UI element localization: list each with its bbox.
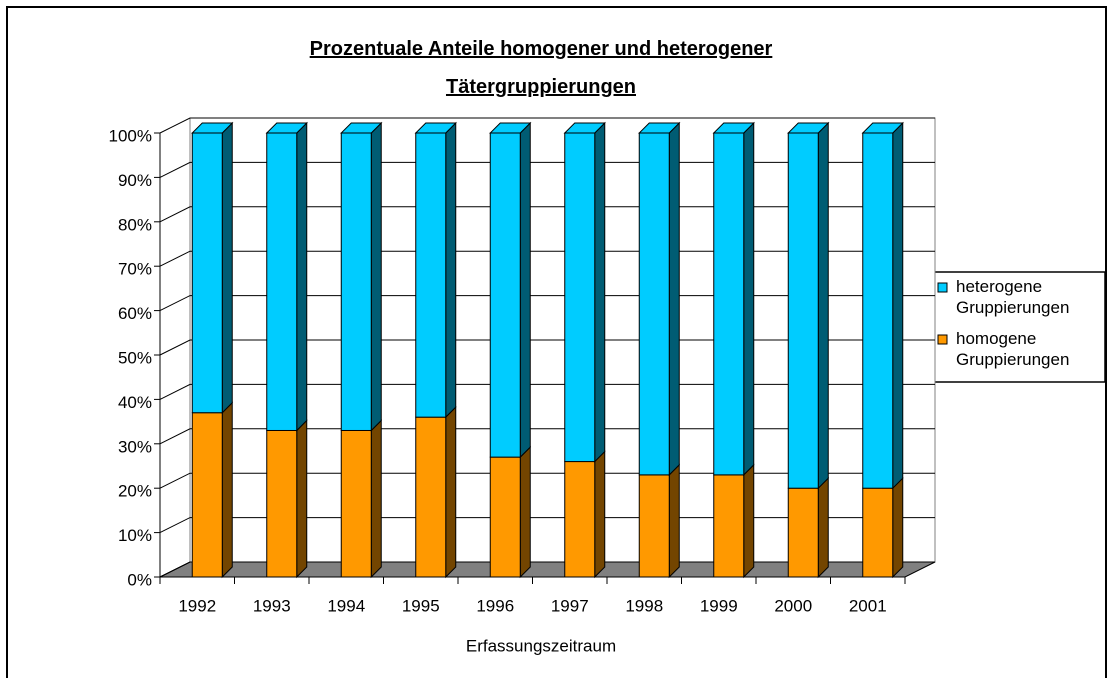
bar-top [414,122,457,134]
bar-side [668,121,680,477]
y-tick-label: 30% [118,437,152,456]
grid-line [159,428,935,445]
bar [862,132,894,489]
y-tick-label: 10% [118,526,152,545]
bar-side [743,463,755,579]
bar-side [296,121,308,432]
legend-swatch [937,334,948,345]
bar [787,487,819,578]
grid-line [159,472,935,489]
bar [787,132,819,489]
legend-swatch [937,282,948,293]
y-tick-label: 50% [118,348,152,367]
x-tick-label: 1997 [551,596,589,615]
grid-line [159,206,935,223]
bar-side [445,121,457,419]
y-tick-label: 20% [118,482,152,501]
bar [638,474,670,578]
bar [191,412,223,578]
x-tick-label: 1995 [402,596,440,615]
bar [489,456,521,578]
legend [927,271,1106,383]
bar [638,132,670,476]
grid-line [159,295,935,312]
bar [415,416,447,578]
bar-side [892,476,904,579]
bar-top [265,122,308,134]
bar [489,132,521,458]
bar-top [638,122,681,134]
bar-side [594,121,606,463]
bar [415,132,447,418]
grid-line [159,339,935,356]
bar-side [743,121,755,477]
bar-top [712,122,755,134]
bar-side [445,405,457,579]
bar-top [340,122,383,134]
bar-side [221,121,233,414]
grid-line [159,561,935,578]
x-tick-label: 1993 [253,596,291,615]
x-tick-label: 1998 [625,596,663,615]
bar-side [594,450,606,579]
grid-line [159,250,935,267]
bar-top [489,122,532,134]
x-tick-label: 1996 [476,596,514,615]
grid-line [159,383,935,400]
bar [266,132,298,431]
y-tick-label: 90% [118,171,152,190]
y-tick-label: 100% [109,126,152,145]
y-tick-label: 80% [118,215,152,234]
bar [191,132,223,414]
chart-title: Prozentuale Anteile homogener und hetero… [310,38,773,98]
bar [862,487,894,578]
bar-side [817,121,829,490]
bar-side [817,476,829,579]
bar-side [519,121,531,459]
bar [266,429,298,578]
bar-side [370,419,382,579]
legend-label: homogene Gruppierungen [956,329,1069,369]
bar [713,132,745,476]
x-tick-label: 1992 [178,596,216,615]
bar-top [861,122,904,134]
bar [340,132,372,431]
x-tick-label: 2000 [774,596,812,615]
bar-top [563,122,606,134]
grid-line [159,117,935,134]
bar-top [787,122,830,134]
y-tick-label: 60% [118,304,152,323]
bar-side [296,419,308,579]
bar-side [221,401,233,579]
grid-line [159,517,935,534]
x-tick-label: 1994 [327,596,365,615]
grid-line [159,161,935,178]
x-tick-label: 2001 [849,596,887,615]
bar-side [668,463,680,579]
y-tick-label: 70% [118,260,152,279]
y-tick-label: 40% [118,393,152,412]
bar [564,132,596,463]
bar-side [519,445,531,579]
x-axis-title: Erfassungszeitraum [466,636,616,655]
y-tick-label: 0% [127,570,152,589]
bar [340,429,372,578]
bar-side [370,121,382,432]
bar-side [892,121,904,490]
bar [564,461,596,578]
legend-label: heterogene Gruppierungen [956,277,1069,317]
bar [713,474,745,578]
x-tick-label: 1999 [700,596,738,615]
bar-top [191,122,234,134]
